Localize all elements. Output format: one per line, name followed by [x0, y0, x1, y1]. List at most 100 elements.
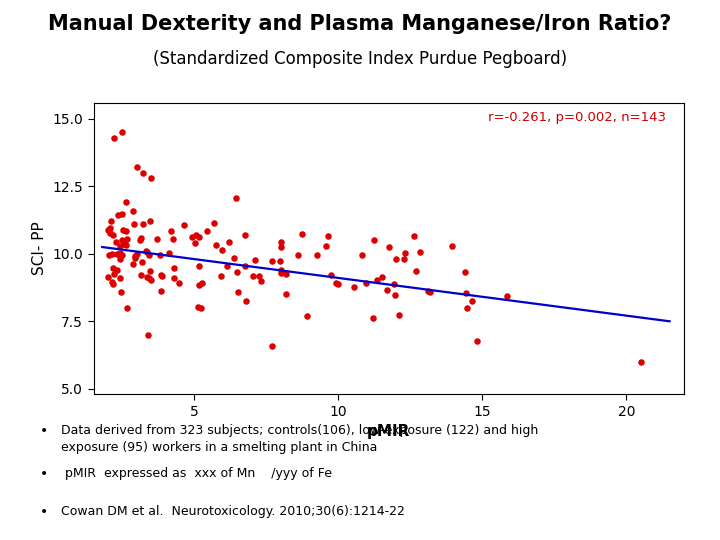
Point [112, 266, 123, 274]
Point [156, 287, 167, 295]
Point [112, 211, 123, 220]
Point [136, 258, 148, 267]
Point [127, 259, 138, 268]
Point [117, 226, 129, 234]
Point [635, 357, 647, 366]
Point [137, 168, 148, 177]
Point [190, 231, 202, 239]
Text: r=-0.261, p=0.002, n=143: r=-0.261, p=0.002, n=143 [488, 111, 666, 124]
Point [116, 251, 127, 260]
Point [459, 268, 471, 276]
Point [371, 275, 382, 284]
Point [116, 236, 127, 245]
Point [408, 232, 420, 240]
Text: •: • [40, 424, 48, 438]
Point [143, 274, 155, 282]
Text: Data derived from 323 subjects; controls(106), low-exposure (122) and high
expos: Data derived from 323 subjects; controls… [61, 424, 539, 454]
Point [143, 331, 154, 340]
Point [230, 193, 242, 202]
Point [152, 235, 163, 244]
Point [102, 273, 114, 281]
Point [168, 274, 180, 282]
Point [471, 337, 482, 346]
Point [114, 241, 126, 250]
Point [107, 280, 119, 288]
Point [240, 296, 252, 305]
Point [377, 273, 388, 281]
Point [239, 231, 251, 240]
Point [114, 249, 126, 258]
Point [141, 273, 153, 281]
Point [296, 230, 307, 239]
Point [130, 253, 141, 262]
Point [111, 250, 122, 259]
Point [221, 262, 233, 271]
Point [135, 235, 146, 244]
Point [232, 287, 243, 296]
Point [144, 267, 156, 275]
Point [104, 229, 116, 238]
Point [108, 133, 120, 142]
Point [320, 242, 332, 251]
Text: •: • [40, 467, 48, 481]
Point [120, 198, 132, 207]
Point [275, 269, 287, 278]
Point [196, 303, 207, 312]
Point [215, 271, 227, 280]
Point [281, 289, 292, 298]
Point [135, 233, 146, 242]
Point [130, 252, 141, 260]
Point [382, 285, 393, 294]
Point [107, 250, 118, 259]
Point [325, 271, 337, 280]
Point [274, 256, 286, 265]
Point [248, 271, 259, 280]
Point [118, 240, 130, 248]
Point [102, 226, 114, 234]
Point [194, 262, 205, 271]
Point [255, 276, 266, 285]
Point [114, 255, 126, 264]
Point [117, 210, 128, 219]
Point [168, 235, 179, 244]
Point [201, 227, 212, 235]
Point [368, 235, 379, 244]
Point [275, 266, 287, 274]
Point [330, 278, 341, 287]
Point [145, 276, 157, 285]
Point [168, 264, 179, 272]
Point [333, 280, 344, 288]
Point [466, 297, 477, 306]
Point [292, 251, 304, 260]
Point [223, 238, 235, 247]
Text: Manual Dexterity and Plasma Manganese/Iron Ratio?: Manual Dexterity and Plasma Manganese/Ir… [48, 14, 672, 33]
Point [446, 242, 458, 251]
Point [360, 279, 372, 287]
Point [410, 266, 422, 275]
Point [253, 271, 265, 280]
Point [461, 289, 472, 298]
Point [239, 262, 251, 271]
Point [399, 249, 410, 258]
Point [390, 254, 402, 263]
Point [144, 217, 156, 225]
Point [209, 218, 220, 227]
Point [107, 278, 118, 286]
Point [155, 251, 166, 260]
Point [114, 274, 125, 282]
Point [120, 227, 132, 236]
Point [415, 248, 426, 256]
Point [174, 279, 185, 287]
Point [266, 256, 278, 265]
Point [423, 286, 434, 295]
Point [281, 270, 292, 279]
Point [156, 271, 167, 280]
Point [356, 251, 368, 260]
Point [216, 246, 228, 255]
Point [266, 342, 278, 350]
Point [323, 232, 334, 240]
Point [312, 251, 323, 260]
Point [397, 255, 409, 264]
Point [156, 272, 168, 281]
Point [301, 312, 312, 321]
